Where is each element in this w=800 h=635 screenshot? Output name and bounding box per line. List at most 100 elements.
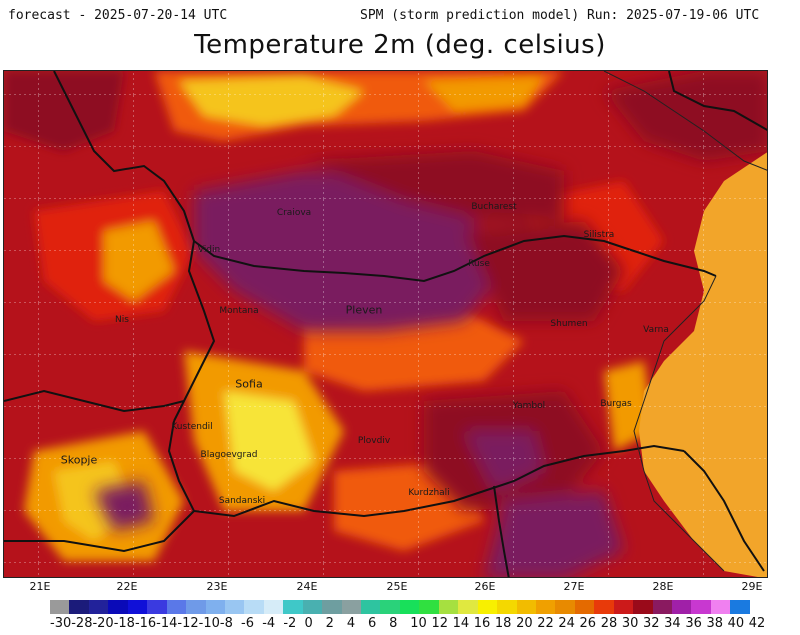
city-label: Montana <box>219 306 259 316</box>
legend-swatch <box>399 600 420 614</box>
legend-swatch <box>88 600 109 614</box>
city-label: Sandanski <box>218 496 266 506</box>
city-label: Pleven <box>345 303 383 317</box>
city-label: Nis <box>115 315 129 325</box>
city-label: Craiova <box>276 208 312 218</box>
legend-label: 16 <box>473 616 491 631</box>
legend-label: 4 <box>346 616 356 631</box>
legend-label: 32 <box>643 616 660 631</box>
legend-label: 18 <box>494 616 512 631</box>
legend-swatch <box>147 600 167 614</box>
longitude-label: 27E <box>563 580 585 593</box>
legend-label: 6 <box>367 616 377 631</box>
legend-label: 28 <box>600 616 618 631</box>
longitude-label: 21E <box>29 580 51 593</box>
legend-swatch <box>69 600 89 614</box>
legend-swatch <box>633 600 653 614</box>
legend-label: 22 <box>537 616 554 631</box>
longitude-label: 23E <box>206 580 228 593</box>
legend-label: 30 <box>621 616 639 631</box>
legend-swatch <box>691 600 711 614</box>
map-canvas <box>4 71 767 577</box>
legend-swatch <box>205 600 225 614</box>
longitude-label: 26E <box>474 580 496 593</box>
legend-swatch <box>458 600 478 614</box>
legend-label: 42 <box>748 616 766 631</box>
legend-swatch <box>710 600 731 614</box>
legend-label: -4 <box>262 616 276 631</box>
legend-label: 26 <box>579 616 597 631</box>
longitude-label: 25E <box>386 580 408 593</box>
legend-label: 38 <box>706 616 724 631</box>
legend-label: 8 <box>389 616 398 631</box>
legend-swatch <box>652 600 672 614</box>
legend-swatch <box>127 600 148 614</box>
city-label: Skopje <box>60 453 98 467</box>
city-label: Yambol <box>512 401 546 411</box>
legend-swatch <box>50 600 70 614</box>
city-label: Silistra <box>583 230 615 240</box>
legend-label: 20 <box>516 616 533 631</box>
legend-swatch <box>380 600 400 614</box>
legend-label: 14 <box>452 616 470 631</box>
legend-label: -30 <box>50 616 72 631</box>
legend-label: -18 <box>113 616 135 631</box>
legend-swatch <box>516 600 536 614</box>
city-label: Ruse <box>468 259 490 269</box>
legend-label: -28 <box>71 616 93 631</box>
legend-swatch <box>341 600 361 614</box>
legend-label: -14 <box>156 616 178 631</box>
legend-swatch <box>419 600 439 614</box>
forecast-time-label: forecast - 2025-07-20-14 UTC <box>8 8 228 23</box>
legend-label: -20 <box>92 616 114 631</box>
legend-label: 2 <box>325 616 334 631</box>
country-borders <box>4 71 767 577</box>
legend-swatch <box>322 600 342 614</box>
longitude-label: 29E <box>741 580 763 593</box>
city-label: Shumen <box>550 319 588 329</box>
legend-label: 36 <box>685 616 702 631</box>
city-label: Varna <box>643 325 669 335</box>
model-run-label: SPM (storm prediction model) Run: 2025-0… <box>360 8 760 23</box>
legend-label: -16 <box>134 616 157 631</box>
legend-swatch <box>108 600 128 614</box>
city-label: Vidin <box>197 245 221 255</box>
legend-label: -10 <box>198 616 220 631</box>
city-label: Burgas <box>600 399 632 409</box>
city-label: Bucharest <box>471 202 517 212</box>
legend-label: -6 <box>241 616 254 631</box>
legend-swatch <box>186 600 206 614</box>
legend-swatch <box>613 600 634 614</box>
city-label: Sofia <box>235 377 263 391</box>
legend-label: 24 <box>558 616 575 631</box>
legend-swatch <box>574 600 595 614</box>
color-legend <box>50 600 750 614</box>
color-legend-labels: -30 -28 -20 -18 -16 -14 -12 -10 -8 -6 -4 -2 0 2 4 6 8 10 1… <box>50 616 770 632</box>
legend-label: 10 <box>410 616 427 631</box>
legend-label: 34 <box>664 616 681 631</box>
longitude-label: 24E <box>296 580 318 593</box>
legend-swatch <box>166 600 187 614</box>
legend-label: 0 <box>304 616 313 631</box>
city-label: Kurdzhali <box>408 488 450 498</box>
legend-label: 40 <box>727 616 745 631</box>
legend-label: -12 <box>177 616 199 631</box>
temperature-map: Craiova Bucharest Vidin Silistra Ruse Mo… <box>3 70 768 578</box>
legend-swatch <box>672 600 692 614</box>
legend-label: -8 <box>219 616 233 631</box>
legend-swatch <box>361 600 381 614</box>
legend-swatch <box>438 600 459 614</box>
city-label: Blagoevgrad <box>200 450 258 460</box>
legend-swatch <box>594 600 614 614</box>
legend-swatch <box>730 600 750 614</box>
legend-swatch <box>302 600 323 614</box>
legend-swatch <box>535 600 556 614</box>
legend-label: 12 <box>431 616 448 631</box>
city-label: Plovdiv <box>357 436 391 446</box>
legend-swatch <box>497 600 517 614</box>
map-title: Temperature 2m (deg. celsius) <box>194 30 606 60</box>
longitude-label: 22E <box>116 580 138 593</box>
longitude-label: 28E <box>652 580 674 593</box>
legend-swatch <box>555 600 575 614</box>
legend-swatch <box>263 600 284 614</box>
